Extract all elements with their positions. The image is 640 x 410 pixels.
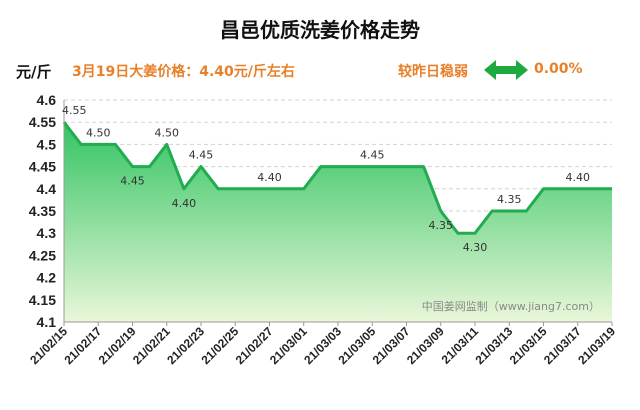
- y-tick-label: 4.15: [29, 292, 56, 308]
- price-area: [64, 122, 612, 322]
- data-label: 4.50: [86, 126, 111, 139]
- data-label: 4.45: [360, 149, 385, 162]
- data-labels: 4.55 4.50 4.45 4.50 4.40 4.45 4.40 4.45 4.35 4.30…: [62, 104, 590, 254]
- y-tick-label: 4.25: [29, 247, 56, 263]
- data-label: 4.45: [189, 149, 214, 162]
- y-tick-label: 4.55: [29, 114, 56, 130]
- x-tick-label: 21/03/09: [404, 324, 447, 367]
- y-axis-unit-label: 元/斤: [16, 63, 52, 81]
- y-tick-label: 4.1: [37, 314, 57, 330]
- data-label: 4.40: [566, 171, 591, 184]
- data-label: 4.40: [257, 171, 282, 184]
- data-label: 4.30: [463, 241, 488, 254]
- y-tick-label: 4.2: [37, 270, 57, 286]
- y-tick-label: 4.5: [37, 136, 57, 152]
- y-axis-ticks: 4.6 4.55 4.5 4.45 4.4 4.35 4.3 4.25 4.2 4.15 4.1: [29, 92, 56, 330]
- x-axis-ticks: 21/02/1521/02/1721/02/1921/02/2121/02/23…: [27, 322, 618, 367]
- chart-title: 昌邑优质洗姜价格走势: [220, 18, 420, 42]
- data-label: 4.40: [172, 197, 197, 210]
- y-tick-label: 4.3: [37, 225, 57, 241]
- watermark-text: 中国姜网监制（www.jiang7.com）: [422, 299, 600, 313]
- y-tick-label: 4.45: [29, 159, 56, 175]
- price-line: [62, 121, 612, 235]
- data-label: 4.45: [120, 175, 145, 188]
- double-arrow-icon: [484, 60, 528, 80]
- y-tick-label: 4.6: [37, 92, 57, 108]
- compare-value: 0.00%: [534, 61, 583, 77]
- data-label: 4.35: [497, 193, 522, 206]
- data-label: 4.55: [62, 104, 87, 117]
- data-label: 4.35: [429, 219, 454, 232]
- y-tick-label: 4.35: [29, 203, 56, 219]
- x-tick-label: 21/03/19: [575, 324, 618, 367]
- y-tick-label: 4.4: [37, 181, 57, 197]
- compare-label: 较昨日稳弱: [398, 64, 468, 80]
- price-note: 3月19日大姜价格：4.40元/斤左右: [72, 64, 295, 80]
- data-label: 4.50: [155, 126, 180, 139]
